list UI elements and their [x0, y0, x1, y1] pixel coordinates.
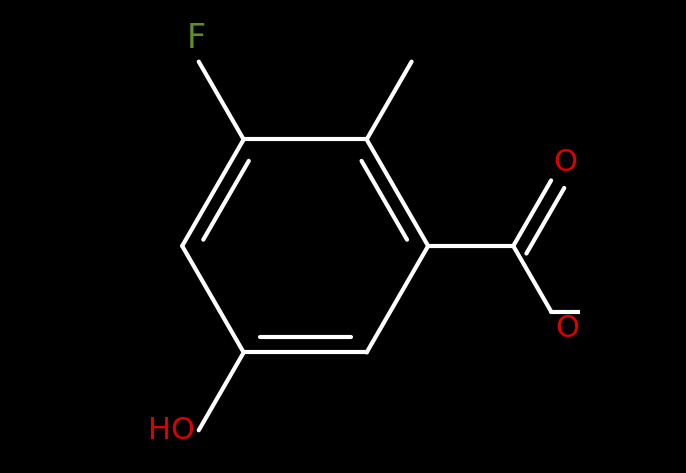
Text: HO: HO — [148, 416, 195, 445]
Text: O: O — [554, 148, 578, 176]
Text: F: F — [187, 22, 206, 54]
Text: O: O — [555, 314, 579, 343]
